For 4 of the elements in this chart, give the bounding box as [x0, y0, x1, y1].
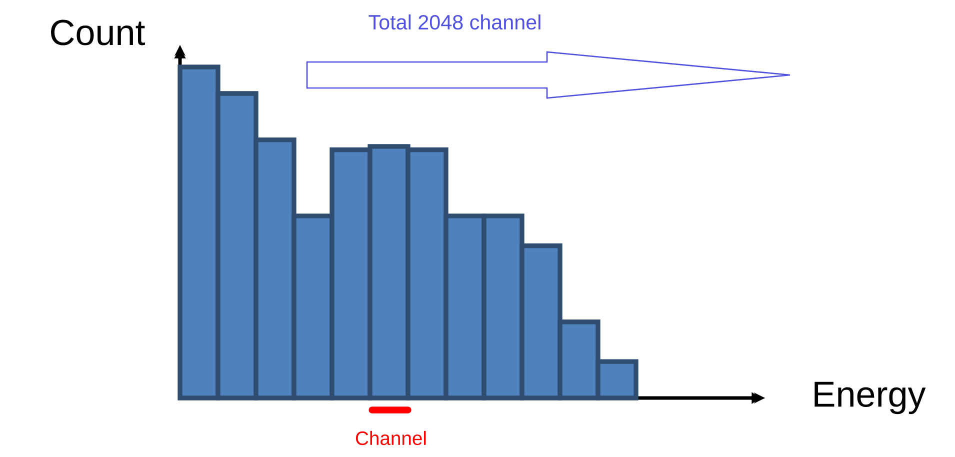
x-axis-title: Energy — [814, 382, 926, 414]
text: Total 2048 channel — [368, 14, 540, 30]
text: Channel — [356, 430, 426, 446]
y-axis-title: Count — [51, 20, 146, 46]
